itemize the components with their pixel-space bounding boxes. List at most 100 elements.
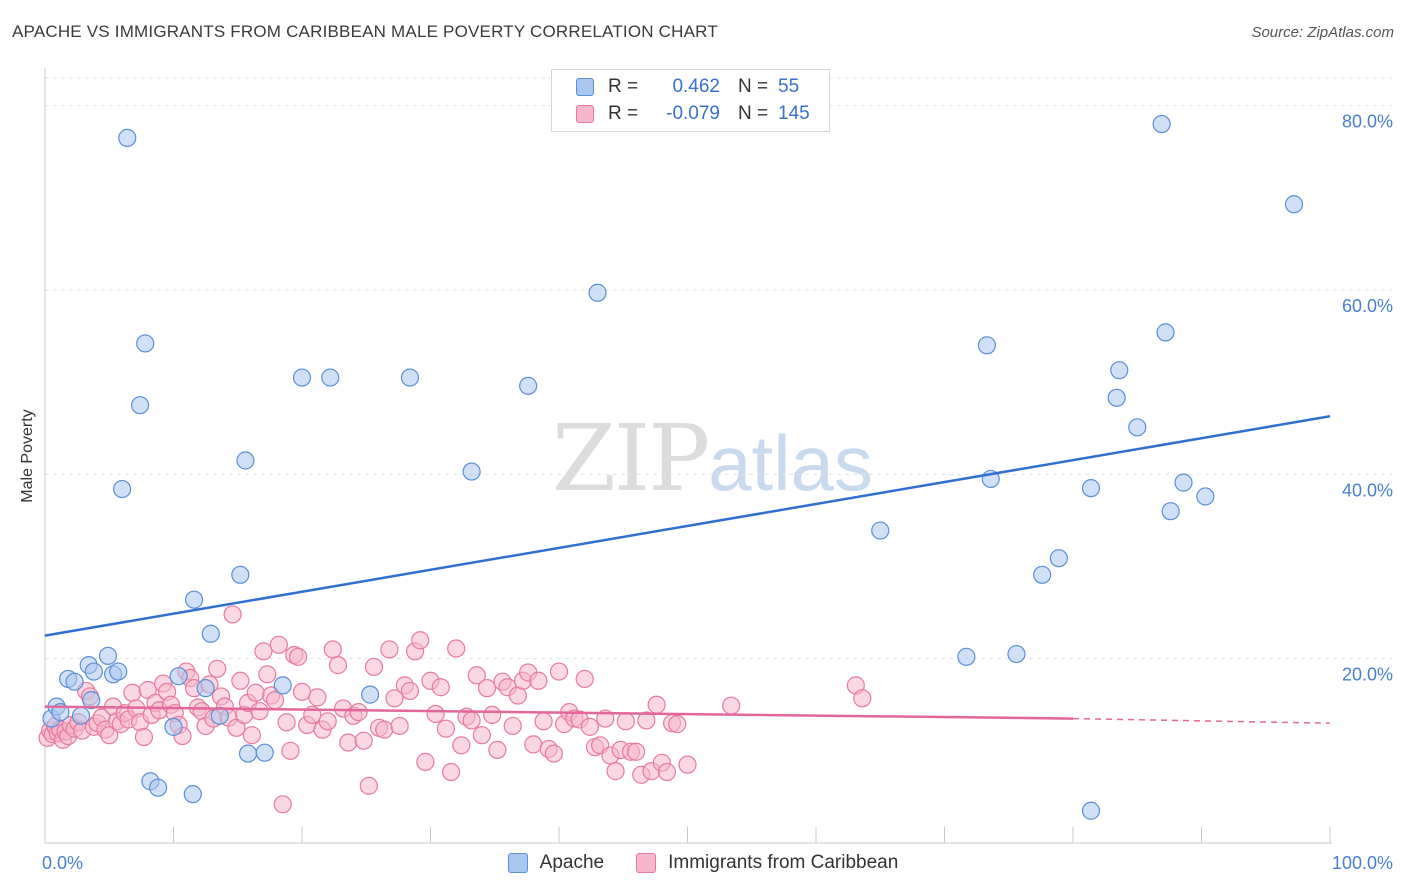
- apache-point: [231, 565, 250, 584]
- apache-point: [71, 706, 91, 725]
- caribbean-point: [575, 669, 594, 689]
- caribbean-point: [277, 713, 296, 732]
- caribbean-point: [380, 640, 399, 659]
- apache-point: [65, 672, 84, 691]
- y-tick-label-80: 80.0%: [1342, 112, 1393, 132]
- apache-point: [148, 778, 168, 797]
- apache-point: [462, 462, 481, 481]
- apache-point: [201, 624, 220, 643]
- apache-point: [184, 590, 204, 609]
- caribbean-point: [472, 726, 491, 745]
- caribbean-point: [626, 742, 646, 761]
- caribbean-point: [488, 740, 507, 760]
- apache-point: [1033, 565, 1052, 584]
- apache-point: [588, 283, 607, 302]
- caribbean-point: [668, 715, 687, 734]
- caribbean-point: [477, 679, 497, 698]
- caribbean-legend-swatch: [636, 853, 657, 873]
- caribbean-point: [375, 720, 394, 739]
- apache-point: [236, 451, 255, 470]
- caribbean-trend-line: [44, 705, 1074, 720]
- apache-point: [238, 744, 258, 763]
- apache-point: [136, 334, 155, 353]
- caribbean-point: [534, 712, 553, 731]
- apache-point: [255, 743, 274, 762]
- caribbean-point: [503, 716, 522, 736]
- apache-point: [1174, 473, 1193, 492]
- apache-legend-swatch: [507, 853, 528, 873]
- caribbean-point: [273, 795, 292, 814]
- apache-n-label: N =: [738, 76, 769, 97]
- caribbean-point: [289, 647, 308, 666]
- caribbean-point: [134, 727, 154, 747]
- apache-point: [977, 336, 997, 355]
- caribbean-point: [359, 776, 378, 795]
- apache-point: [1107, 388, 1126, 407]
- legend-item-apache[interactable]: Apache: [507, 852, 605, 874]
- apache-point: [183, 785, 202, 804]
- apache-point: [292, 368, 312, 387]
- caribbean-n-value: 145: [778, 103, 810, 124]
- watermark: ZIPatlas: [552, 405, 873, 512]
- apache-trend-line: [44, 415, 1331, 637]
- y-tick-label-40: 40.0%: [1342, 480, 1393, 500]
- caribbean-point: [447, 639, 466, 658]
- apache-r-value: 0.462: [672, 76, 720, 97]
- caribbean-point: [549, 662, 569, 681]
- caribbean-point: [416, 752, 435, 771]
- caribbean-legend-label: Immigrants from Caribbean: [668, 852, 899, 873]
- caribbean-point: [250, 702, 269, 721]
- caribbean-point: [657, 762, 677, 782]
- caribbean-point: [853, 689, 872, 708]
- caribbean-point: [354, 731, 373, 750]
- caribbean-point: [529, 671, 548, 690]
- y-axis-label: Male Poverty: [19, 409, 36, 503]
- caribbean-point: [328, 656, 348, 675]
- caribbean-point: [431, 678, 450, 697]
- chart-title: APACHE VS IMMIGRANTS FROM CARIBBEAN MALE…: [12, 22, 718, 41]
- caribbean-point: [678, 755, 697, 774]
- apache-point: [98, 646, 118, 665]
- caribbean-point: [385, 689, 404, 708]
- apache-point: [1196, 487, 1215, 506]
- apache-point: [130, 396, 150, 415]
- apache-swatch: [576, 78, 594, 96]
- legend-item-caribbean[interactable]: Immigrants from Caribbean: [636, 852, 898, 874]
- apache-point: [1156, 323, 1175, 342]
- caribbean-point: [411, 631, 430, 650]
- caribbean-point: [339, 733, 358, 752]
- apache-point: [1152, 114, 1171, 134]
- apache-point: [1049, 549, 1068, 568]
- apache-point: [210, 706, 229, 725]
- caribbean-point: [208, 659, 227, 678]
- caribbean-point: [390, 716, 409, 736]
- caribbean-r-label: R =: [608, 103, 639, 124]
- apache-point: [957, 647, 976, 666]
- apache-point: [84, 662, 103, 681]
- apache-points: [42, 114, 1304, 820]
- caribbean-point: [364, 657, 384, 677]
- caribbean-point: [400, 681, 420, 701]
- caribbean-point: [436, 719, 456, 738]
- apache-n-value: 55: [778, 76, 800, 97]
- caribbean-point: [426, 704, 445, 724]
- caribbean-points: [38, 605, 872, 814]
- caribbean-point: [467, 666, 486, 685]
- caribbean-point: [254, 642, 273, 661]
- caribbean-point: [580, 717, 599, 736]
- apache-legend-label: Apache: [539, 852, 605, 873]
- caribbean-point: [223, 605, 242, 624]
- apache-point: [361, 685, 380, 704]
- apache-point: [1161, 502, 1180, 521]
- caribbean-point: [323, 640, 342, 659]
- caribbean-point: [462, 711, 481, 730]
- caribbean-point: [308, 688, 327, 707]
- caribbean-point: [483, 705, 502, 724]
- caribbean-point: [349, 703, 368, 722]
- caribbean-point: [544, 744, 563, 763]
- apache-point: [1081, 801, 1101, 820]
- caribbean-point: [292, 682, 312, 701]
- watermark-zip: ZIP: [552, 405, 710, 512]
- y-tick-label-60: 60.0%: [1342, 296, 1393, 316]
